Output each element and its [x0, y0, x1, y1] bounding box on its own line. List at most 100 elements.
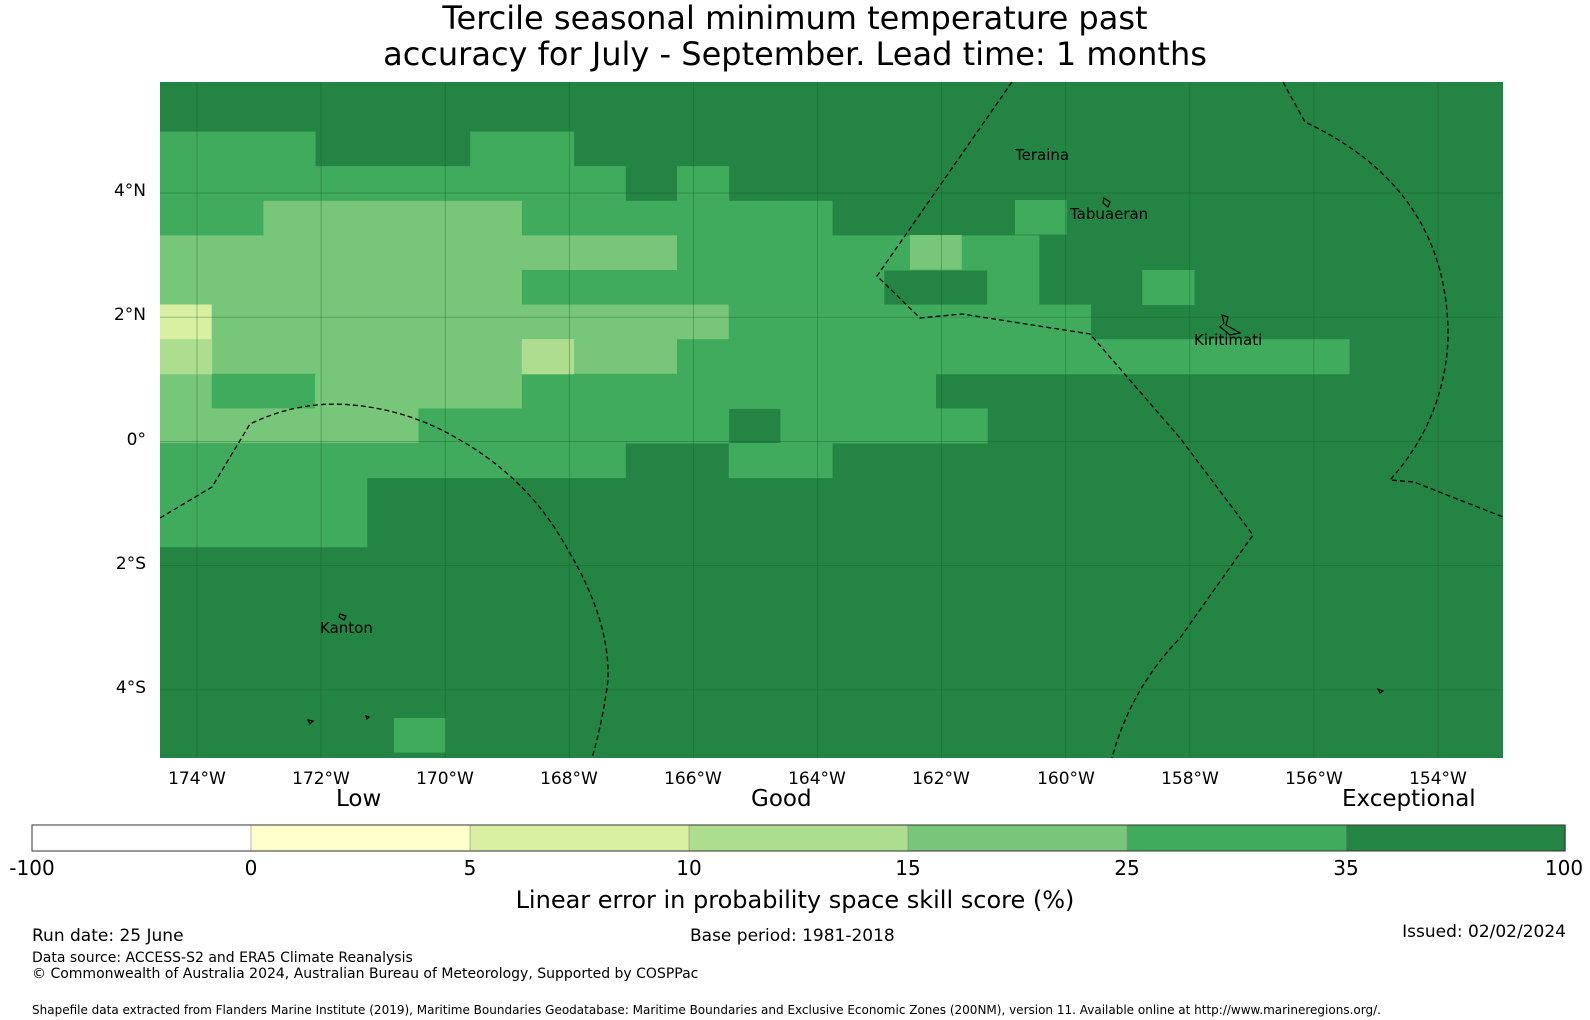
place-label-teraina: Teraina [1015, 146, 1070, 164]
skill-cell [366, 270, 419, 306]
skill-cell [263, 200, 316, 236]
skill-cell [521, 304, 575, 340]
skill-cell [263, 512, 316, 548]
skill-cell [315, 443, 368, 479]
skill-cell [573, 339, 626, 375]
skill-cell [625, 235, 678, 271]
lon-label-166w: 166°W [664, 769, 722, 789]
colorbar-segment [469, 824, 690, 852]
colorbar-segment [688, 824, 909, 852]
skill-cell [677, 373, 730, 409]
skill-cell [470, 270, 523, 306]
skill-cell [418, 200, 471, 236]
skill-cell [832, 270, 885, 306]
skill-cell [366, 373, 419, 409]
lon-label-172w: 172°W [292, 769, 350, 789]
skill-cell [1297, 339, 1350, 375]
skill-cell [883, 408, 936, 444]
skill-cell [211, 477, 264, 513]
skill-cell [832, 304, 885, 340]
skill-cell [470, 339, 523, 375]
colorbar [31, 824, 1566, 852]
skill-cell [987, 235, 1040, 271]
skill-cell [418, 339, 471, 375]
colorbar-category-good: Good [751, 786, 812, 812]
skill-cell [160, 235, 213, 271]
skill-cell [315, 339, 368, 375]
copyright: © Commonwealth of Australia 2024, Austra… [32, 966, 699, 982]
skill-cell [1142, 270, 1195, 306]
skill-cell [315, 373, 368, 409]
lon-label-170w: 170°W [416, 769, 474, 789]
skill-cell [211, 408, 264, 444]
skill-cell [728, 270, 781, 306]
skill-cell [780, 443, 833, 479]
skill-cell [883, 339, 936, 375]
lon-label-162w: 162°W [912, 769, 970, 789]
skill-cell [470, 166, 523, 202]
skill-cell [521, 200, 575, 236]
place-label-kiritimati: Kiritimati [1194, 331, 1263, 349]
skill-cell [521, 339, 575, 375]
skill-cell [1194, 339, 1247, 375]
skill-cell [573, 200, 626, 236]
skill-cell [418, 166, 471, 202]
skill-cell [935, 339, 988, 375]
skill-cell [160, 200, 213, 236]
skill-cell [366, 408, 419, 444]
skill-cell [521, 373, 575, 409]
eez-boundary-kiritimati-east [1282, 81, 1504, 518]
skill-cell [160, 408, 213, 444]
skill-cell [1038, 339, 1092, 375]
colorbar-frame [31, 824, 1566, 852]
skill-cell [521, 408, 575, 444]
skill-cell [521, 443, 575, 479]
island-small-2 [1376, 687, 1385, 694]
skill-cell [470, 235, 523, 271]
skill-cell [211, 235, 264, 271]
skill-cell [418, 443, 471, 479]
skill-cell [470, 131, 523, 167]
skill-cell [211, 304, 264, 340]
skill-cell [211, 270, 264, 306]
skill-cell [160, 304, 213, 340]
place-label-tabuaeran: Tabuaeran [1070, 205, 1149, 223]
skill-cell [573, 373, 626, 409]
lat-label-4s: 4°S [115, 678, 146, 698]
skill-cell [573, 235, 626, 271]
skill-cell [263, 339, 316, 375]
lon-label-168w: 168°W [540, 769, 598, 789]
skill-cell [832, 339, 885, 375]
skill-cell [418, 235, 471, 271]
skill-cell [160, 373, 213, 409]
lon-label-160w: 160°W [1037, 769, 1095, 789]
skill-cell [521, 166, 575, 202]
skill-cell [677, 270, 730, 306]
island-kiritimati [1219, 314, 1242, 336]
skill-cell [780, 339, 833, 375]
colorbar-tick: 15 [895, 856, 921, 880]
island-outlines [306, 197, 1385, 726]
colorbar-label: Linear error in probability space skill … [515, 886, 1075, 914]
skill-cell [573, 443, 626, 479]
colorbar-tick: 10 [676, 856, 702, 880]
eez-boundaries [159, 81, 1504, 759]
skill-cell [935, 304, 988, 340]
skill-cell [366, 339, 419, 375]
lon-label-174w: 174°W [168, 769, 226, 789]
skill-cell [573, 304, 626, 340]
skill-cell [625, 373, 678, 409]
skill-cell [780, 270, 833, 306]
skill-cell [677, 304, 730, 340]
skill-cell [263, 373, 316, 409]
map-gridlines [160, 82, 1503, 758]
skill-cell [263, 443, 316, 479]
skill-cell [366, 200, 419, 236]
skill-cell [211, 200, 264, 236]
skill-cell [780, 200, 833, 236]
colorbar-tick: -100 [9, 856, 55, 880]
skill-cell [315, 200, 368, 236]
island-small-1 [306, 719, 315, 726]
skill-cell [263, 408, 316, 444]
skill-cell [780, 373, 833, 409]
